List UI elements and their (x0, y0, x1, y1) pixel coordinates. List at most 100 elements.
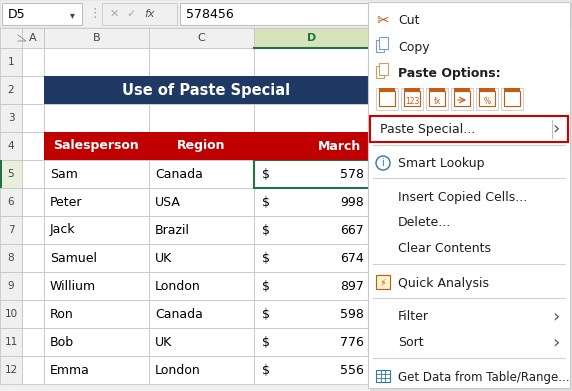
Bar (22, 28, 44, 48)
Bar (504, 91, 520, 106)
Text: Emma: Emma (50, 364, 90, 377)
Bar (479, 91, 495, 106)
Bar (479, 88, 495, 91)
Text: ⋮: ⋮ (88, 7, 101, 20)
Bar (376, 275, 390, 289)
Bar (379, 88, 395, 91)
Text: A: A (29, 33, 37, 43)
Bar (404, 91, 420, 106)
Text: Smart Lookup: Smart Lookup (398, 156, 484, 170)
Text: 2: 2 (7, 85, 14, 95)
Bar (22, 104, 44, 132)
Text: Cut: Cut (398, 14, 419, 27)
Text: Salesperson: Salesperson (54, 140, 140, 152)
Bar (44, 188, 149, 216)
Text: Brazil: Brazil (155, 224, 190, 237)
Text: Use of Paste Special: Use of Paste Special (122, 83, 291, 97)
Text: Paste Options:: Paste Options: (398, 66, 500, 79)
Bar (0, 104, 22, 132)
Text: $: $ (262, 251, 270, 264)
Text: $: $ (262, 280, 270, 292)
Bar (426, 88, 448, 110)
Bar (254, 216, 369, 244)
Bar (476, 88, 498, 110)
Bar (149, 300, 254, 328)
Text: Canada: Canada (155, 167, 203, 181)
Text: fx: fx (434, 97, 440, 106)
Bar (254, 104, 369, 132)
Text: Quick Analysis: Quick Analysis (398, 276, 489, 289)
Bar (22, 244, 44, 272)
Text: USA: USA (155, 196, 181, 208)
Text: $: $ (262, 364, 270, 377)
Text: ›: › (553, 120, 560, 138)
Bar (254, 244, 369, 272)
Bar (149, 132, 254, 160)
Bar (429, 88, 445, 91)
Bar (254, 160, 369, 188)
Bar (149, 132, 254, 160)
Text: Filter: Filter (398, 310, 429, 323)
Bar (429, 91, 445, 106)
Bar (454, 88, 470, 91)
Text: i: i (382, 158, 384, 168)
Bar (376, 370, 390, 382)
Text: 578456: 578456 (186, 7, 234, 20)
Text: 6: 6 (7, 197, 14, 207)
Text: Canada: Canada (155, 307, 203, 321)
Bar (451, 88, 473, 110)
Bar (254, 300, 369, 328)
Bar (0, 244, 22, 272)
Bar (254, 76, 369, 104)
Bar (44, 28, 149, 48)
Bar (454, 91, 470, 106)
Text: $: $ (262, 224, 270, 237)
Bar (22, 328, 44, 356)
Text: Bob: Bob (50, 335, 74, 348)
Text: D: D (307, 33, 316, 43)
Bar (44, 300, 149, 328)
Bar (22, 272, 44, 300)
Text: $: $ (262, 167, 270, 181)
Bar (149, 48, 254, 76)
Text: Region: Region (177, 140, 226, 152)
Text: 9: 9 (7, 281, 14, 291)
Text: B: B (93, 33, 100, 43)
Bar (0, 328, 22, 356)
Bar (44, 132, 149, 160)
Bar (254, 356, 369, 384)
Bar (149, 28, 254, 48)
Text: ▾: ▾ (70, 10, 75, 20)
Text: 3: 3 (7, 113, 14, 123)
Bar (180, 3, 570, 25)
Bar (254, 28, 369, 48)
Bar (379, 63, 388, 75)
Bar (254, 48, 369, 76)
Bar (0, 48, 22, 76)
Bar (0, 76, 22, 104)
Bar (2, 3, 82, 25)
Bar (254, 132, 369, 160)
Bar (44, 160, 149, 188)
Text: 674: 674 (340, 251, 364, 264)
Text: Copy: Copy (398, 41, 430, 54)
Bar (370, 116, 568, 142)
Bar (44, 48, 149, 76)
Bar (0, 188, 22, 216)
Text: Ron: Ron (50, 307, 74, 321)
Text: Sort: Sort (398, 337, 424, 350)
Bar (254, 328, 369, 356)
Bar (0, 132, 22, 160)
Text: 667: 667 (340, 224, 364, 237)
Text: 598: 598 (340, 307, 364, 321)
Bar (370, 4, 572, 391)
Bar (0, 28, 44, 48)
Bar (379, 91, 395, 106)
Bar (0, 356, 22, 384)
Bar (44, 132, 149, 160)
Text: 556: 556 (340, 364, 364, 377)
Bar (22, 48, 44, 76)
Text: Paste Special...: Paste Special... (380, 122, 475, 136)
Bar (149, 328, 254, 356)
Bar (0, 272, 22, 300)
